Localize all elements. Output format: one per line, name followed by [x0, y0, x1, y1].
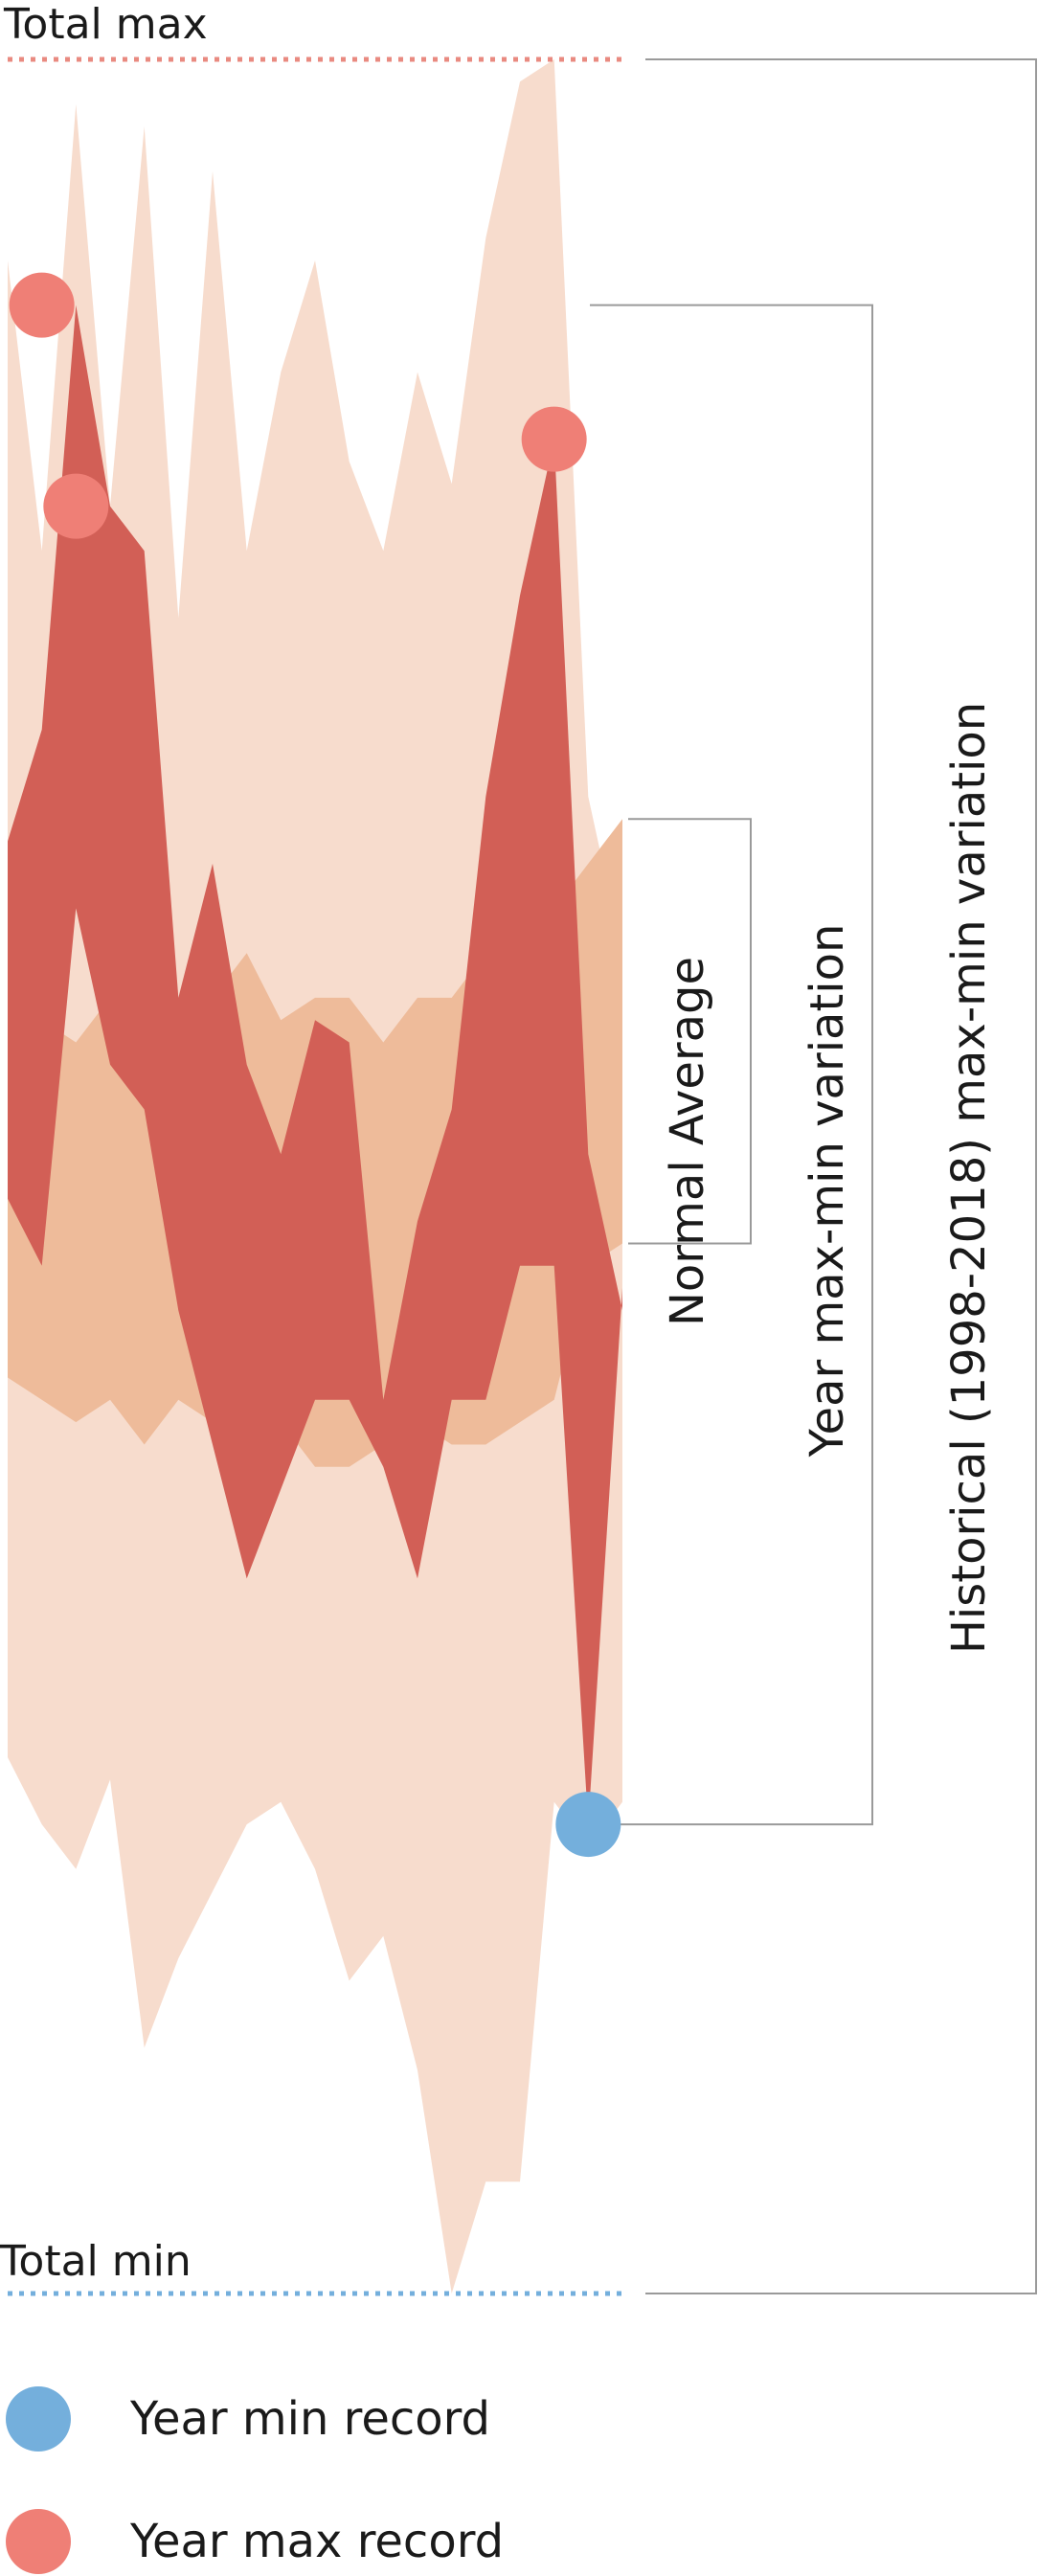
normal-average-bracket: [628, 818, 752, 1245]
historical-variation-bracket: [645, 58, 1037, 2294]
legend-max-record-marker: [6, 2509, 71, 2574]
year-max-record-marker: [521, 406, 587, 472]
legend-min-record-label: Year min record: [129, 2392, 490, 2446]
year-variation-label: Year max-min variation: [801, 924, 854, 1458]
year-range-band: [8, 305, 622, 1825]
year-max-record-marker: [9, 272, 75, 338]
historical-variation-label: Historical (1998-2018) max-min variation: [942, 702, 996, 1654]
chart-legend: Year min record Year max record: [6, 2386, 504, 2574]
chart-bands: [8, 59, 622, 2294]
chart-record-markers: [9, 272, 621, 1858]
chart-brackets: [590, 58, 1037, 2294]
total-min-label: Total min: [0, 2237, 192, 2286]
year-max-record-marker: [43, 473, 109, 539]
legend-max-record-label: Year max record: [129, 2515, 504, 2568]
total-max-label: Total max: [3, 0, 208, 49]
legend-min-record-marker: [6, 2386, 71, 2452]
year-variation-bracket: [590, 304, 873, 1826]
year-min-record-marker: [555, 1792, 621, 1858]
normal-average-label: Normal Average: [661, 957, 714, 1326]
